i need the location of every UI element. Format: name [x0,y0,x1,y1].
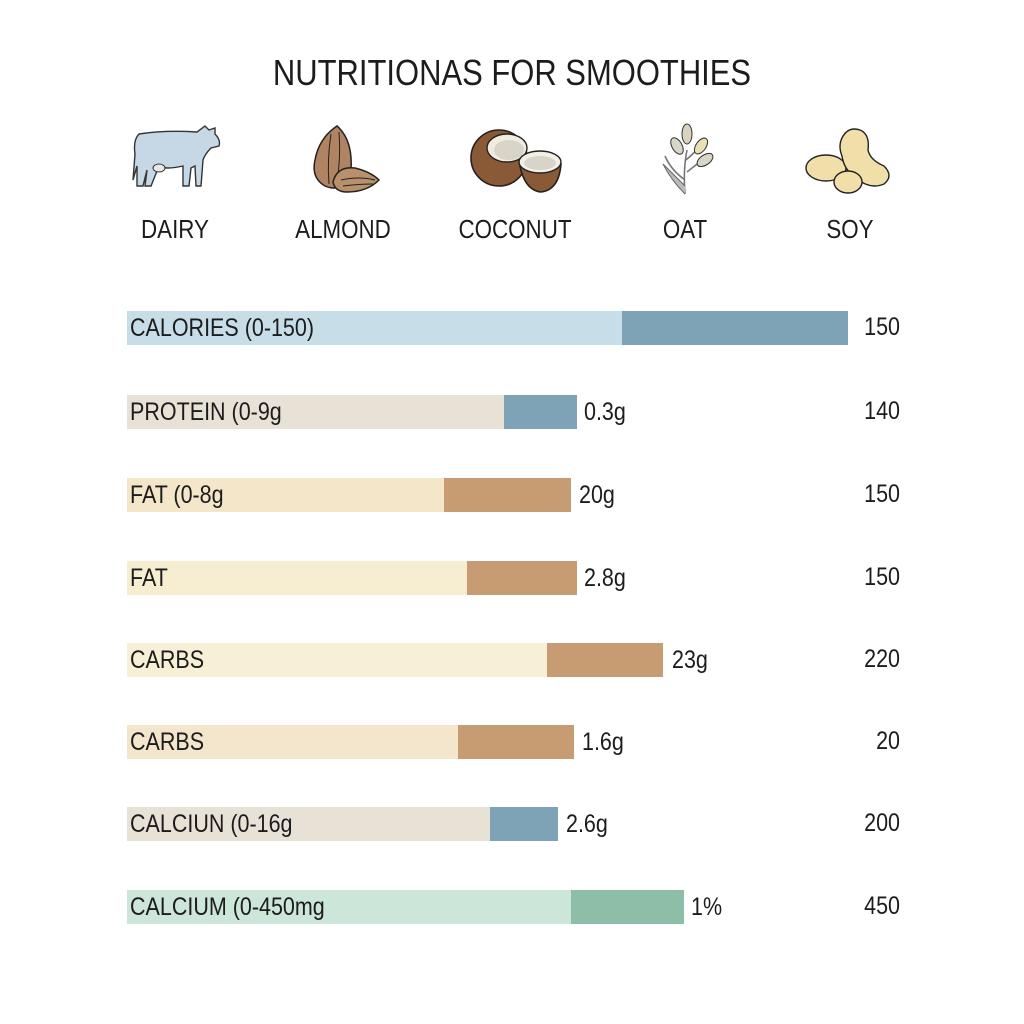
row-label: CALCIUN (0-16g [130,810,293,838]
right-value: 150 [864,480,900,508]
row-label: CALCIUM (0-450mg [130,893,325,921]
bar-background [127,807,558,841]
bar-row-calciun: CALCIUN (0-16g 2.6g [127,807,608,841]
chart-title: NUTRITIONAS FOR SMOOTHIES [272,52,752,93]
row-label: FAT [130,564,168,592]
bar-row-fat: FAT 2.8g [127,561,626,595]
bar-value-segment [458,725,574,759]
row-label: CARBS [130,728,205,756]
almond-icon [313,125,381,193]
right-value: 150 [864,313,900,341]
row-label: PROTEIN (0-9g [130,398,282,426]
bar-value-segment [490,807,558,841]
category-label: SOY [826,214,874,244]
bar-value-segment [547,643,663,677]
category-dairy: DAIRY [95,120,255,244]
value-label: 23g [672,646,708,674]
value-label: 0.3g [584,398,626,426]
right-value: 20 [876,727,900,755]
category-coconut: COCONUT [435,120,595,244]
value-label: 20g [579,481,615,509]
category-almond: ALMOND [263,120,423,244]
coconut-icon [470,129,562,193]
category-soy: SOY [770,120,930,244]
right-value: 200 [864,809,900,837]
row-label: CARBS [130,646,205,674]
right-value: 450 [864,892,900,920]
category-oat: OAT [605,120,765,244]
oat-icon [662,123,714,195]
value-label: 1% [691,893,723,921]
bar-value-segment [444,478,571,512]
right-value: 140 [864,397,900,425]
value-label: 1.6g [582,728,624,756]
soybean-icon [805,128,890,194]
right-value: 220 [864,645,900,673]
bar-value-segment [467,561,577,595]
right-value: 150 [864,563,900,591]
bar-row-calories: CALORIES (0-150) [127,311,848,345]
bar-value-segment [622,311,848,345]
bar-row-calcium: CALCIUM (0-450mg 1% [127,890,722,924]
bar-row-carbs: CARBS 23g [127,643,708,677]
category-label: DAIRY [141,214,209,244]
bar-row-fat-range: FAT (0-8g 20g [127,478,615,512]
bar-row-protein: PROTEIN (0-9g 0.3g [127,395,626,429]
bar-value-segment [571,890,684,924]
cow-icon [132,125,221,187]
row-label: FAT (0-8g [130,481,224,509]
bar-row-carbs-2: CARBS 1.6g [127,725,624,759]
category-label: COCONUT [458,214,572,244]
row-label: CALORIES (0-150) [130,314,315,342]
category-label: ALMOND [295,214,391,244]
bar-value-segment [504,395,577,429]
bar-background [127,395,577,429]
value-label: 2.8g [584,564,626,592]
category-label: OAT [662,214,708,244]
value-label: 2.6g [566,810,608,838]
